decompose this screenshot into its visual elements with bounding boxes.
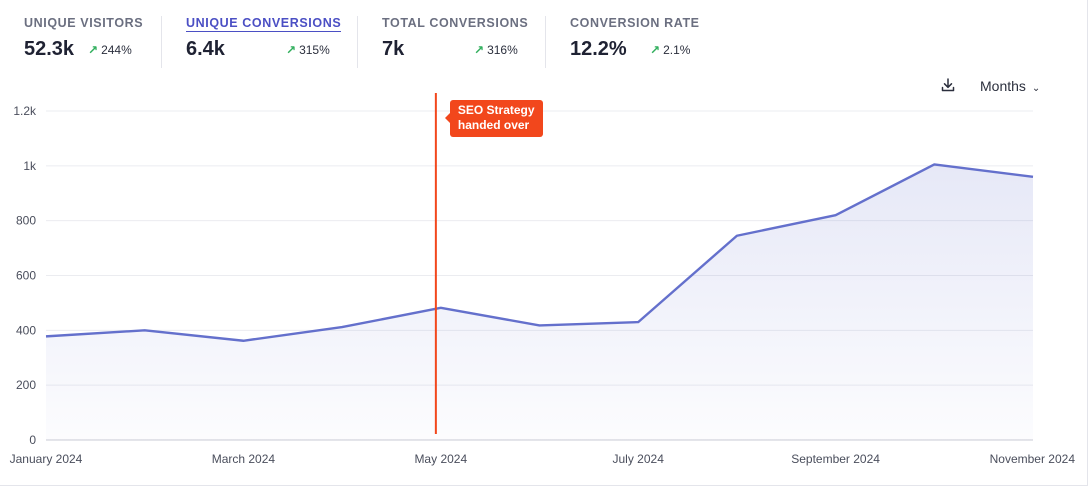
metric-delta-value: 2.1% [663, 43, 691, 57]
y-tick-label: 1k [23, 159, 37, 173]
metric-value: 52.3k [24, 38, 75, 60]
metric-delta-value: 244% [101, 43, 132, 57]
chart-toolbar: Months ⌄ [941, 76, 1050, 96]
y-tick-label: 600 [16, 269, 36, 283]
y-tick-label: 0 [29, 433, 36, 447]
annotation-line-1: SEO Strategy [457, 103, 535, 117]
x-tick-label: November 2024 [990, 452, 1076, 466]
x-tick-label: May 2024 [414, 452, 467, 466]
divider [545, 16, 546, 68]
divider [357, 16, 358, 68]
y-tick-label: 400 [16, 323, 36, 337]
period-select[interactable]: Months ⌄ [980, 78, 1040, 94]
y-tick-label: 1.2k [13, 104, 37, 118]
x-tick-label: September 2024 [791, 452, 880, 466]
annotation-label: SEO Strategy handed over [444, 100, 543, 137]
x-tick-label: July 2024 [613, 452, 665, 466]
metric-value: 12.2% [570, 38, 627, 60]
metric-delta: ↗ 2.1% [650, 43, 690, 57]
y-tick-label: 200 [16, 378, 36, 392]
metric-delta: ↗ 315% [286, 43, 330, 57]
y-tick-label: 800 [16, 214, 36, 228]
x-tick-label: January 2024 [10, 452, 83, 466]
metric-delta: ↗ 244% [88, 43, 132, 57]
metric-delta: ↗ 316% [474, 43, 518, 57]
trend-up-icon: ↗ [474, 43, 485, 57]
metric-value: 7k [382, 38, 405, 60]
trend-up-icon: ↗ [88, 43, 99, 57]
x-tick-label: March 2024 [212, 452, 276, 466]
divider [161, 16, 162, 68]
series-area [46, 164, 1033, 440]
metric-label: CONVERSION RATE [570, 16, 700, 30]
metric-unique-conversions[interactable]: UNIQUE CONVERSIONS 6.4k ↗ 315% [186, 0, 342, 70]
metrics-bar: UNIQUE VISITORS 52.3k ↗ 244% UNIQUE CONVE… [0, 0, 1088, 72]
metric-label: TOTAL CONVERSIONS [382, 16, 529, 30]
metric-delta-value: 315% [299, 43, 330, 57]
trend-up-icon: ↗ [286, 43, 297, 57]
period-select-label: Months [980, 78, 1026, 94]
download-icon[interactable] [940, 77, 956, 93]
metric-total-conversions[interactable]: TOTAL CONVERSIONS 7k ↗ 316% [382, 0, 529, 70]
annotation-line-2: handed over [457, 118, 530, 132]
metric-label: UNIQUE CONVERSIONS [186, 16, 342, 32]
metric-label: UNIQUE VISITORS [24, 16, 144, 30]
metric-conversion-rate[interactable]: CONVERSION RATE 12.2% ↗ 2.1% [570, 0, 710, 70]
metric-value: 6.4k [186, 38, 225, 60]
metric-delta-value: 316% [487, 43, 518, 57]
metric-unique-visitors[interactable]: UNIQUE VISITORS 52.3k ↗ 244% [24, 0, 154, 70]
chevron-down-icon: ⌄ [1031, 83, 1041, 94]
trend-up-icon: ↗ [650, 43, 661, 57]
